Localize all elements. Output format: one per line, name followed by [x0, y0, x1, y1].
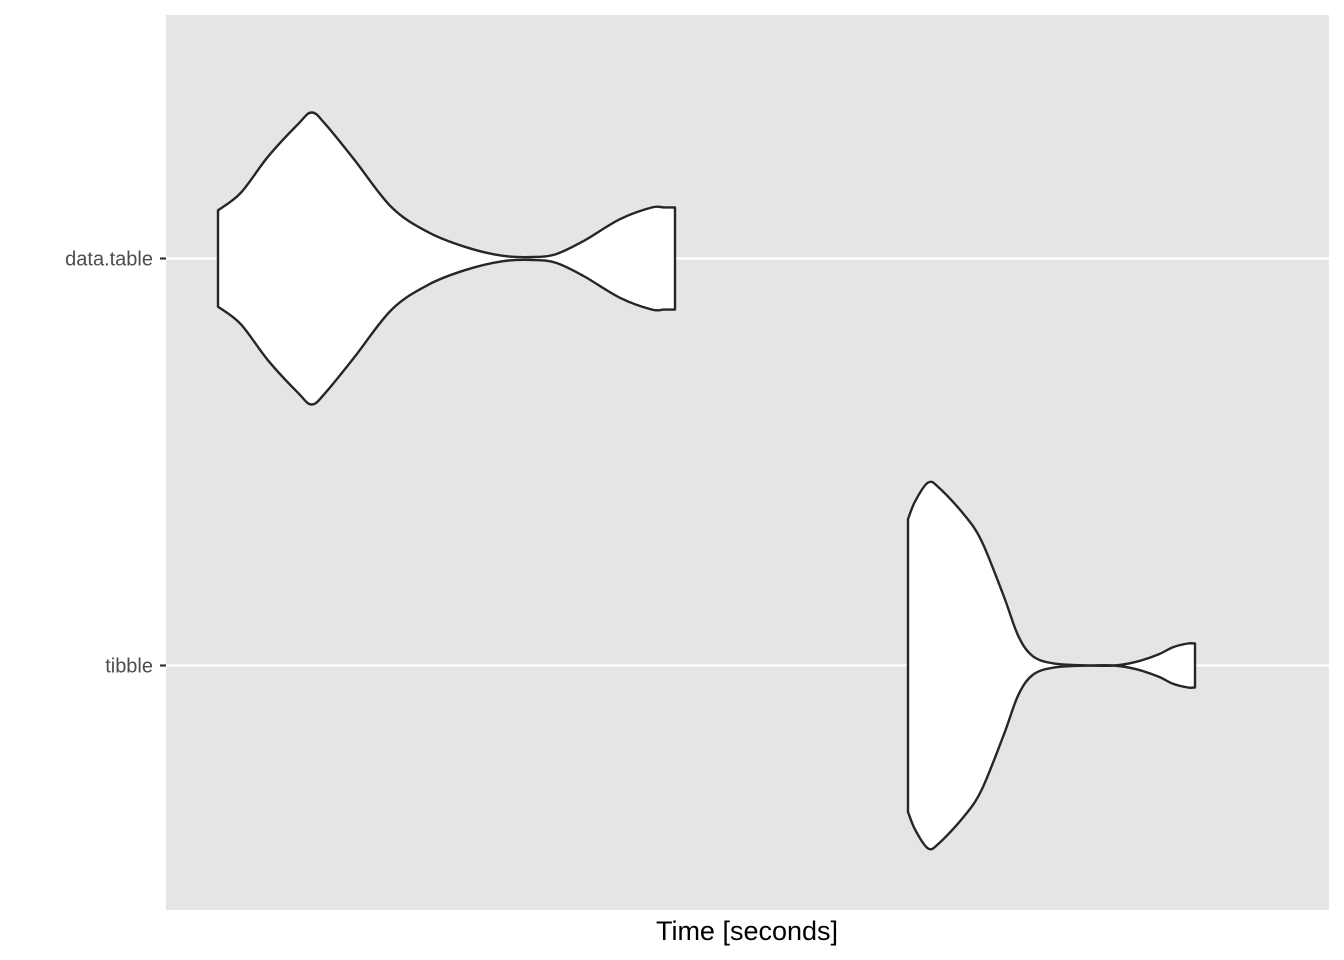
x-axis-title: Time [seconds] [656, 916, 838, 946]
y-tick-label: tibble [105, 656, 153, 678]
violin-tibble [906, 480, 1197, 851]
violins [216, 111, 1197, 851]
violin-data-table [216, 111, 677, 406]
y-axis-ticks: data.table tibble [65, 249, 166, 678]
y-tick-label: data.table [65, 249, 153, 271]
plot-panel [166, 15, 1329, 910]
